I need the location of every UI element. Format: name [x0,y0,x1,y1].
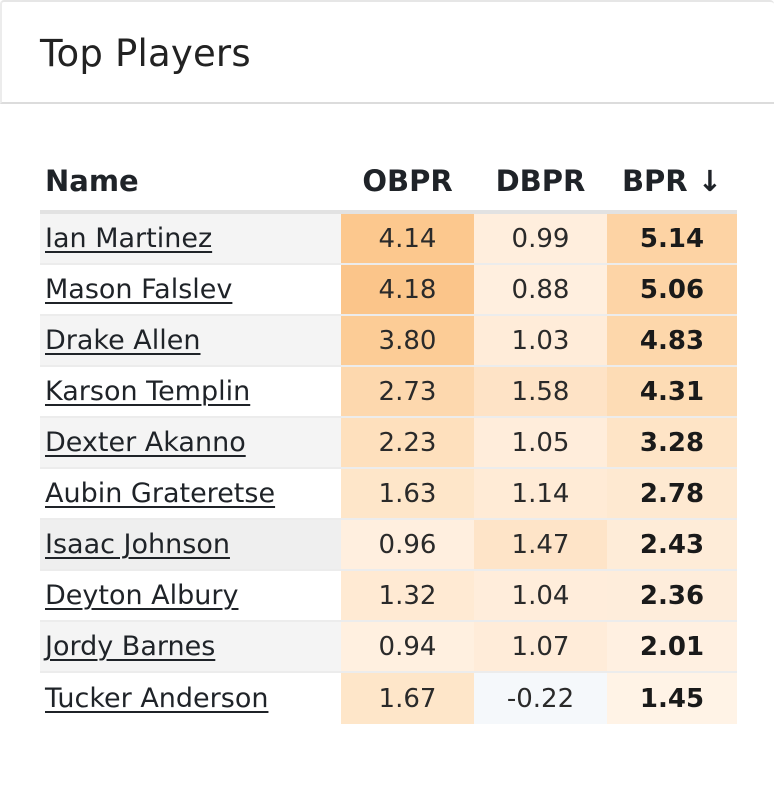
obpr-cell: 4.14 [341,214,474,263]
obpr-cell: 1.67 [341,673,474,724]
table-row: Mason Falslev 4.18 0.88 5.06 [40,265,737,316]
table-row: Aubin Grateretse 1.63 1.14 2.78 [40,469,737,520]
dbpr-cell: -0.22 [474,673,607,724]
card-header: Top Players [0,0,774,104]
obpr-cell: 4.18 [341,265,474,314]
obpr-cell: 2.73 [341,367,474,416]
player-name-cell: Dexter Akanno [40,418,341,467]
player-name-link[interactable]: Mason Falslev [45,274,233,305]
bpr-cell: 5.06 [607,265,737,314]
player-name-cell: Ian Martinez [40,214,341,263]
players-table: Name OBPR DBPR BPR ↓ Ian Martinez 4.14 0.9… [40,160,737,724]
player-name-cell: Tucker Anderson [40,673,341,724]
bpr-cell: 2.36 [607,571,737,620]
player-name-cell: Karson Templin [40,367,341,416]
table-row: Ian Martinez 4.14 0.99 5.14 [40,214,737,265]
bpr-cell: 2.01 [607,622,737,671]
table-row: Dexter Akanno 2.23 1.05 3.28 [40,418,737,469]
table-row: Tucker Anderson 1.67 -0.22 1.45 [40,673,737,724]
bpr-cell: 5.14 [607,214,737,263]
player-name-link[interactable]: Tucker Anderson [45,683,269,714]
player-name-cell: Jordy Barnes [40,622,341,671]
table-row: Deyton Albury 1.32 1.04 2.36 [40,571,737,622]
player-name-cell: Aubin Grateretse [40,469,341,518]
table-row: Drake Allen 3.80 1.03 4.83 [40,316,737,367]
player-name-cell: Drake Allen [40,316,341,365]
column-header-obpr[interactable]: OBPR [362,164,453,198]
obpr-cell: 1.63 [341,469,474,518]
table-row: Karson Templin 2.73 1.58 4.31 [40,367,737,418]
column-header-dbpr[interactable]: DBPR [495,164,586,198]
dbpr-cell: 1.58 [474,367,607,416]
card-title: Top Players [40,32,251,75]
dbpr-cell: 1.47 [474,520,607,569]
player-name-link[interactable]: Dexter Akanno [45,427,246,458]
obpr-cell: 2.23 [341,418,474,467]
column-header-bpr-sorted-desc[interactable]: BPR ↓ [621,164,723,198]
bpr-cell: 3.28 [607,418,737,467]
bpr-cell: 2.43 [607,520,737,569]
dbpr-cell: 1.04 [474,571,607,620]
player-name-link[interactable]: Ian Martinez [45,223,213,254]
table-row: Isaac Johnson 0.96 1.47 2.43 [40,520,737,571]
obpr-cell: 0.96 [341,520,474,569]
player-name-link[interactable]: Aubin Grateretse [45,478,276,509]
bpr-cell: 2.78 [607,469,737,518]
player-name-link[interactable]: Deyton Albury [45,580,239,611]
player-name-cell: Deyton Albury [40,571,341,620]
table-body: Ian Martinez 4.14 0.99 5.14 Mason Falslev 4.1… [40,214,737,724]
column-header-name[interactable]: Name [45,164,139,198]
table-row: Jordy Barnes 0.94 1.07 2.01 [40,622,737,673]
dbpr-cell: 0.99 [474,214,607,263]
dbpr-cell: 1.03 [474,316,607,365]
dbpr-cell: 1.05 [474,418,607,467]
obpr-cell: 0.94 [341,622,474,671]
bpr-cell: 4.83 [607,316,737,365]
player-name-link[interactable]: Karson Templin [45,376,251,407]
player-name-cell: Mason Falslev [40,265,341,314]
bpr-cell: 4.31 [607,367,737,416]
table-header: Name OBPR DBPR BPR ↓ [40,160,737,214]
player-name-link[interactable]: Isaac Johnson [45,529,230,560]
dbpr-cell: 0.88 [474,265,607,314]
obpr-cell: 1.32 [341,571,474,620]
player-name-link[interactable]: Drake Allen [45,325,201,356]
obpr-cell: 3.80 [341,316,474,365]
dbpr-cell: 1.14 [474,469,607,518]
player-name-link[interactable]: Jordy Barnes [45,631,216,662]
bpr-cell: 1.45 [607,673,737,724]
dbpr-cell: 1.07 [474,622,607,671]
player-name-cell: Isaac Johnson [40,520,341,569]
